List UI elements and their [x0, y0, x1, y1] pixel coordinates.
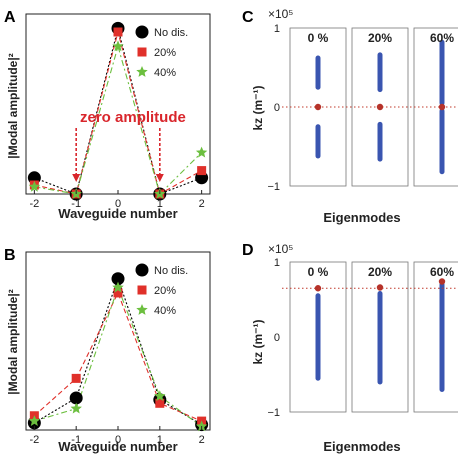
data-point-1-4	[197, 166, 207, 176]
panel-a-xlabel: Waveguide number	[58, 206, 177, 221]
x-tick-label: 1	[157, 198, 163, 210]
panel-b-xticks: -2 -1 0 1 2	[29, 426, 205, 446]
data-point-2-0	[28, 180, 41, 192]
data-point-1-1	[71, 373, 81, 383]
series-line-0	[34, 277, 202, 426]
panel-c-exponent: ×10⁵	[268, 7, 293, 21]
data-point-2-3	[154, 390, 166, 401]
y-tick-label: 1	[274, 257, 280, 269]
column-label-0: 0 %	[308, 31, 329, 45]
legend-label-0: No dis.	[154, 265, 188, 277]
panel-d-exponent: ×10⁵	[268, 242, 293, 256]
y-tick-label: 1	[274, 23, 280, 35]
panel-b-xlabel: Waveguide number	[58, 439, 177, 454]
data-point-2-2	[112, 281, 124, 293]
x-tick-label: -2	[29, 434, 39, 446]
annotation-arrow-head-0	[72, 174, 81, 182]
data-point-1-3	[155, 398, 165, 408]
panel-c-columns: 0 % 20% 60%	[282, 27, 458, 187]
series-line-1	[34, 291, 202, 422]
panel-a: -2 -1 0 1 2 Waveguide number |Modal amplitud…	[6, 13, 211, 221]
panel-b-ylabel: |Modal amplitude|²	[6, 289, 20, 394]
legend-marker-2	[136, 304, 148, 315]
x-tick-label: 2	[199, 434, 205, 446]
eigen-column-frame-1	[351, 261, 409, 413]
panel-label-c: C	[242, 9, 254, 26]
legend-marker-1	[137, 47, 147, 57]
panel-a-ylabel: |Modal amplitude|²	[6, 53, 20, 158]
panel-c-yticks: 1 0 −1	[267, 23, 280, 193]
column-label-2: 60%	[430, 31, 454, 45]
data-point-2-4	[195, 420, 208, 432]
data-point-1-2	[113, 27, 123, 37]
y-tick-label: −1	[267, 181, 280, 193]
panel-c-ylabel: kz (m⁻¹)	[251, 85, 265, 130]
panel-b-legend: No dis. 20% 40%	[135, 263, 188, 317]
series-line-0	[34, 28, 202, 195]
legend-marker-2	[136, 66, 148, 77]
legend-marker-1	[137, 285, 147, 295]
legend-label-2: 40%	[154, 305, 176, 317]
panel-a-legend: No dis. 20% 40%	[135, 25, 188, 79]
x-tick-label: -2	[29, 198, 39, 210]
x-tick-label: -1	[71, 434, 81, 446]
panel-a-annotation: zero amplitude	[80, 109, 186, 126]
column-label-1: 20%	[368, 31, 392, 45]
panel-a-xticks: -2 -1 0 1 2	[29, 190, 205, 210]
panel-d-xlabel: Eigenmodes	[323, 439, 400, 454]
legend-label-1: 20%	[154, 285, 176, 297]
column-label-2: 60%	[430, 265, 454, 279]
legend-label-0: No dis.	[154, 27, 188, 39]
data-point-2-1	[70, 402, 82, 414]
panel-b-series	[27, 272, 209, 432]
legend-label-2: 40%	[154, 67, 176, 79]
panel-label-a: A	[4, 9, 16, 26]
panel-d-columns: 0 % 20% 60%	[282, 261, 458, 413]
data-point-2-0	[28, 415, 41, 426]
column-label-0: 0 %	[308, 265, 329, 279]
panel-d: ×10⁵ 0 % 20% 60% 1 0 −1 kz (m⁻¹) Eigenmodes	[251, 242, 458, 454]
legend-marker-0	[135, 263, 149, 277]
data-point-2-4	[195, 146, 208, 158]
panel-c: ×10⁵ 0 % 20% 60% 1 0 −1 kz (m⁻¹) Eigenmodes	[251, 7, 458, 225]
x-tick-label: 0	[115, 434, 121, 446]
series-line-2	[34, 285, 202, 427]
panel-label-d: D	[242, 242, 254, 259]
panel-d-ylabel: kz (m⁻¹)	[251, 319, 265, 364]
panel-b: -2 -1 0 1 2 Waveguide number |Modal amplitud…	[6, 251, 211, 454]
x-tick-label: 2	[199, 198, 205, 210]
legend-label-1: 20%	[154, 47, 176, 59]
annotation-arrow-head-1	[155, 174, 164, 182]
column-label-1: 20%	[368, 265, 392, 279]
eigen-column-frame-0	[289, 261, 347, 413]
data-point-0-2	[111, 272, 125, 286]
panel-d-yticks: 1 0 −1	[267, 257, 280, 419]
legend-marker-0	[135, 25, 149, 39]
x-tick-label: 0	[115, 198, 121, 210]
y-tick-label: −1	[267, 407, 280, 419]
data-point-0-1	[69, 391, 83, 405]
y-tick-label: 0	[274, 102, 280, 114]
eigen-mode-dot-2	[438, 278, 446, 285]
data-point-2-2	[112, 40, 124, 52]
data-point-1-2	[113, 288, 123, 298]
x-tick-label: -1	[71, 198, 81, 210]
eigen-mode-dot-1	[376, 103, 384, 111]
eigen-mode-dot-1	[376, 284, 384, 291]
x-tick-label: 1	[157, 434, 163, 446]
panel-c-xlabel: Eigenmodes	[323, 210, 400, 225]
eigen-column-frame-2	[413, 261, 458, 413]
panel-a-arrows	[72, 128, 164, 182]
eigen-column-frame-1	[351, 27, 409, 187]
series-line-2	[34, 44, 202, 196]
panel-label-b: B	[4, 247, 16, 264]
y-tick-label: 0	[274, 332, 280, 344]
